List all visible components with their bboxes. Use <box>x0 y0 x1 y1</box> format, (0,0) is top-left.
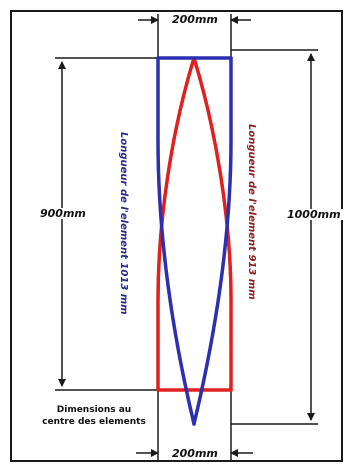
red-element-left-curve <box>156 56 196 392</box>
center-note-line2: centre des elements <box>42 417 146 428</box>
center-dimensions-note: Dimensions au centre des elements <box>34 404 154 428</box>
bottom-width-label: 200mm <box>170 447 220 460</box>
blue-element <box>156 56 233 426</box>
blue-element-left-curve <box>156 56 196 426</box>
right-height-label: 1000mm <box>285 208 343 221</box>
left-height-label: 900mm <box>38 207 88 220</box>
figure-frame <box>10 10 343 462</box>
blue-element-length-label: Longueur de l'element 1013 mm <box>118 132 129 315</box>
red-element <box>156 56 233 392</box>
center-note-line1: Dimensions au <box>56 405 132 415</box>
red-element-length-label: Longueur de l'element 913 mm <box>246 124 257 300</box>
blue-element-right-curve <box>192 56 233 426</box>
red-element-right-curve <box>192 56 233 392</box>
dimension-lines <box>55 14 318 462</box>
top-width-label: 200mm <box>170 13 220 26</box>
